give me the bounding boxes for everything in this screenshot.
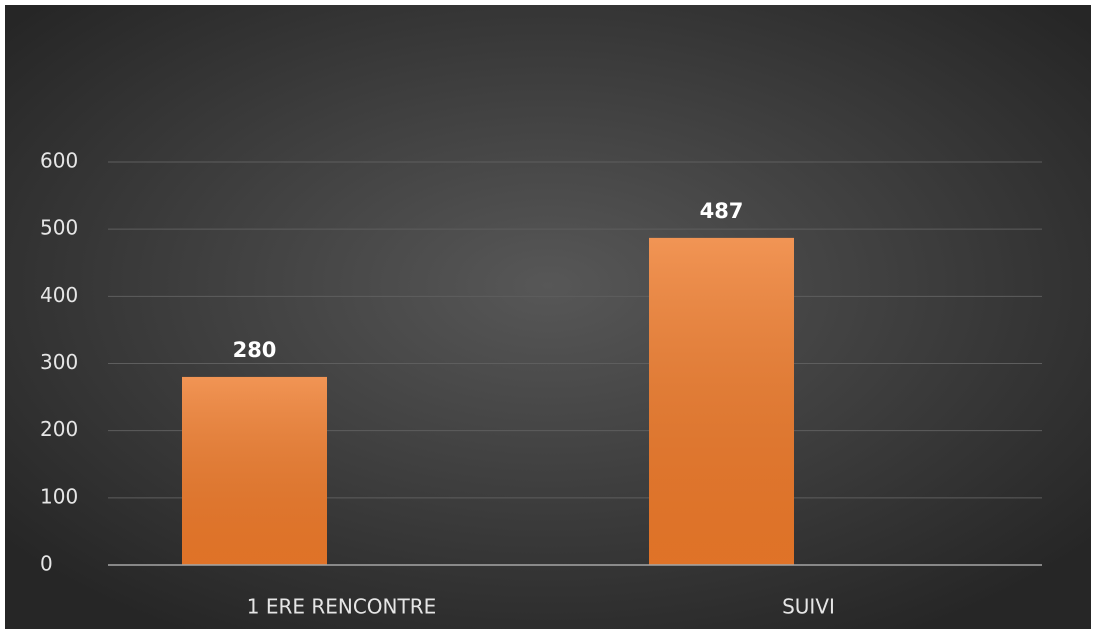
data-label: 487 bbox=[700, 199, 744, 223]
data-label: 280 bbox=[233, 338, 277, 362]
bar-shine bbox=[182, 376, 327, 565]
x-tick-label: SUIVI bbox=[782, 595, 835, 619]
bar-shine bbox=[649, 237, 794, 566]
y-tick-label: 0 bbox=[40, 552, 53, 576]
y-tick-label: 500 bbox=[40, 216, 78, 240]
y-tick-label: 400 bbox=[40, 283, 78, 307]
chart-background bbox=[5, 5, 1091, 629]
x-tick-label: 1 ERE RENCONTRE bbox=[247, 595, 437, 619]
y-tick-label: 600 bbox=[40, 149, 78, 173]
y-tick-label: 300 bbox=[40, 350, 78, 374]
y-tick-label: 100 bbox=[40, 484, 78, 508]
y-tick-label: 200 bbox=[40, 417, 78, 441]
